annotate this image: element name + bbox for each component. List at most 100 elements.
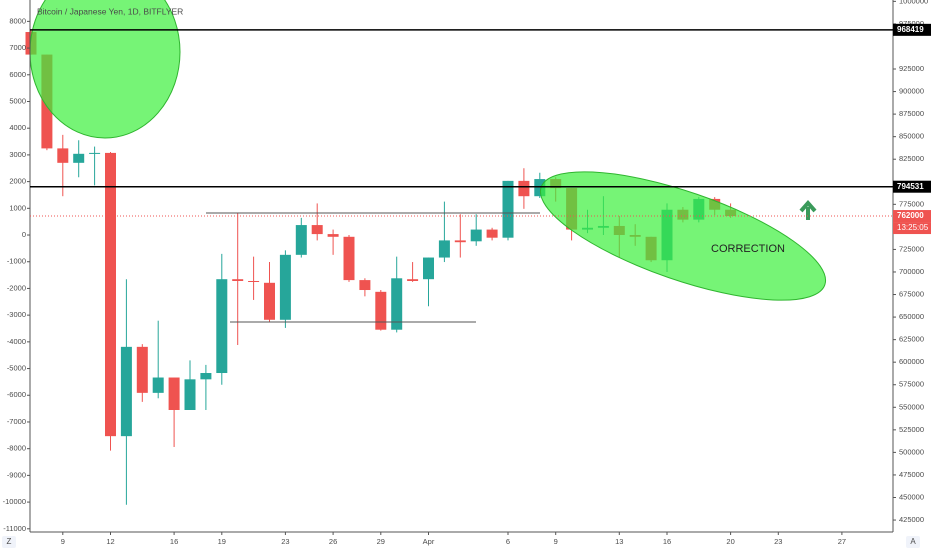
price-label-box [893,23,931,36]
candle-body [534,179,546,197]
y2-tick-label: 925000 [899,64,924,73]
candle-body [359,280,371,291]
auto-button[interactable] [906,536,920,548]
x-tick-label: 26 [329,537,337,546]
x-tick-label: 13 [615,537,623,546]
y-tick-label: -11000 [3,524,26,533]
candle-body [295,225,307,255]
y-tick-label: 1000 [9,203,26,212]
x-tick-label: 19 [218,537,226,546]
x-tick-label: 23 [281,537,289,546]
y2-tick-label: 900000 [899,87,924,96]
x-tick-label: 27 [838,537,846,546]
candle-body [264,282,275,320]
x-tick-label: 23 [774,537,782,546]
candle-body [216,279,228,374]
candle-body [311,225,323,235]
y-tick-label: 7000 [9,43,26,52]
y2-tick-label: 625000 [899,335,924,344]
x-tick-label: 12 [106,537,114,546]
up-arrow [799,199,817,220]
x-tick-label: 16 [663,537,671,546]
candle-body [120,346,132,437]
candle-body [343,236,355,281]
x-tick-label: 9 [554,537,558,546]
y-tick-label: -6000 [7,390,26,399]
y2-tick-label: 650000 [899,312,924,321]
x-tick-label: 9 [61,537,65,546]
y2-tick-label: 575000 [899,380,924,389]
candle-body [327,234,339,237]
candle-body [73,153,85,163]
y2-tick-label: 525000 [899,425,924,434]
y-tick-label: 0 [22,230,26,239]
candle-body [152,377,164,393]
candle-body [105,152,116,437]
candle-body [502,180,514,238]
y-tick-label: 6000 [9,70,26,79]
y-tick-label: -1000 [7,257,26,266]
candle-body [486,229,498,238]
candle-body [391,278,403,330]
y2-tick-label: 825000 [899,154,924,163]
candle-body [518,180,530,197]
candle-body [454,240,466,243]
candle-body [248,280,260,282]
candle-body [168,377,180,410]
y-tick-label: -3000 [7,310,26,319]
scale-button[interactable] [2,536,16,548]
y2-tick-label: 775000 [899,199,924,208]
y2-tick-label: 850000 [899,132,924,141]
y-tick-label: 5000 [9,96,26,105]
y-tick-label: -7000 [7,417,26,426]
price-label-box [893,210,931,223]
candle-body [89,152,101,154]
y-tick-label: -8000 [7,444,26,453]
candle-body [232,279,244,281]
y-tick-label: -2000 [7,283,26,292]
x-tick-label: 16 [170,537,178,546]
candle-body [407,279,419,281]
candle-body [57,148,69,163]
y2-tick-label: 875000 [899,109,924,118]
candle-body [184,379,196,410]
candle-body [438,240,450,258]
y-tick-label: 2000 [9,177,26,186]
y2-tick-label: 700000 [899,267,924,276]
countdown: 13:25:05 [897,223,929,232]
candle-body [423,257,434,280]
y-tick-label: -4000 [7,337,26,346]
x-tick-label: 20 [726,537,734,546]
y-tick-label: -10000 [3,497,26,506]
y2-tick-label: 500000 [899,447,924,456]
auto-button-label[interactable]: A [910,537,916,546]
x-tick-label: 29 [377,537,385,546]
y2-tick-label: 425000 [899,515,924,524]
x-tick-label: Apr [423,537,435,546]
scale-button-label[interactable]: Z [7,537,12,546]
x-tick-label: 6 [506,537,510,546]
price-label-box [893,180,931,193]
y2-tick-label: 725000 [899,244,924,253]
candle-body [375,291,387,330]
countdown-box [893,222,931,235]
chart-title: Bitcoin / Japanese Yen, 1D, BITFLYER [37,6,183,16]
candle-body [200,373,212,380]
y-tick-label: -5000 [7,364,26,373]
y2-tick-label: 675000 [899,290,924,299]
y2-tick-label: 450000 [899,492,924,501]
candle-body [279,254,291,320]
annotation: CORRECTION [711,243,785,255]
y2-tick-label: 550000 [899,402,924,411]
y2-tick-label: 475000 [899,470,924,479]
price-label: 968419 [897,25,924,34]
y2-tick-label: 600000 [899,357,924,366]
candle-body [470,229,482,242]
highlight-ellipse [30,0,181,139]
price-label: 762000 [897,211,924,220]
y-tick-label: 4000 [9,123,26,132]
y2-tick-label: 1000000 [899,0,928,5]
y-tick-label: 3000 [9,150,26,159]
price-label: 794531 [897,182,924,191]
